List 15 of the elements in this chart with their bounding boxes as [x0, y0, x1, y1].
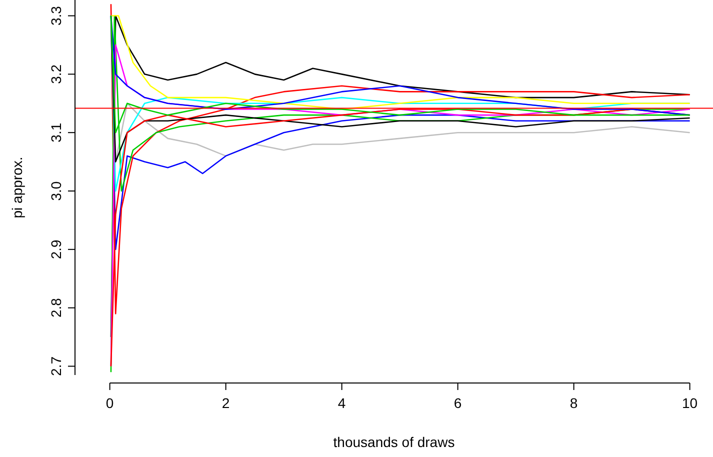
x-tick-label: 6: [454, 395, 462, 411]
x-tick-label: 2: [222, 395, 230, 411]
y-tick-label: 3.0: [48, 181, 64, 201]
y-tick-label: 2.9: [48, 239, 64, 260]
x-tick-label: 0: [106, 395, 114, 411]
y-tick-label: 3.1: [48, 122, 64, 142]
y-tick-label: 3.2: [48, 64, 64, 84]
x-tick-label: 4: [338, 395, 346, 411]
y-axis-title: pi approx.: [9, 156, 25, 218]
y-tick-label: 2.7: [48, 356, 64, 376]
x-axis-title: thousands of draws: [333, 434, 455, 450]
y-tick-label: 2.8: [48, 298, 64, 318]
x-tick-label: 8: [570, 395, 578, 411]
y-tick-label: 3.3: [48, 6, 64, 26]
x-tick-label: 10: [682, 395, 698, 411]
